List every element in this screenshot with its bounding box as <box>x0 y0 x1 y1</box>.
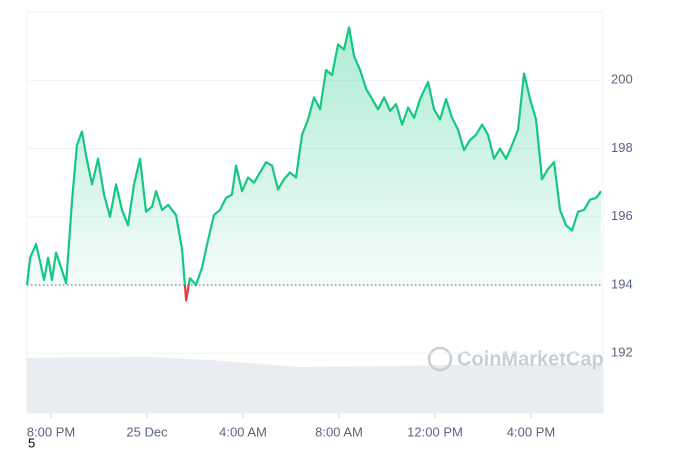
x-tick-label: 8:00 PM <box>27 424 75 439</box>
y-tick-label: 192 <box>611 345 633 360</box>
x-tick-label: 12:00 PM <box>407 424 463 439</box>
note: 5 <box>28 435 35 450</box>
x-tick-label: 25 Dec <box>126 424 168 439</box>
watermark-text: CoinMarketCap <box>457 348 604 370</box>
x-tick-label: 4:00 AM <box>219 424 267 439</box>
y-tick-label: 200 <box>611 72 633 87</box>
watermark: CoinMarketCap <box>427 346 604 372</box>
x-tick-label: 8:00 AM <box>315 424 363 439</box>
x-tick-label: 4:00 PM <box>507 424 555 439</box>
price-area <box>27 27 602 286</box>
y-tick-label: 194 <box>611 276 633 291</box>
price-line <box>25 26 602 302</box>
y-tick-label: 196 <box>611 208 633 223</box>
volume-area <box>27 357 603 413</box>
y-tick-label: 198 <box>611 140 633 155</box>
